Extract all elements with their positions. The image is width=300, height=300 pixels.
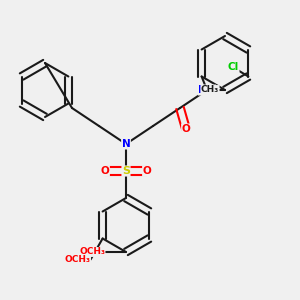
Text: O: O bbox=[142, 166, 152, 176]
Text: OCH₃: OCH₃ bbox=[64, 255, 91, 264]
Text: Cl: Cl bbox=[228, 62, 239, 73]
Text: CH₃: CH₃ bbox=[201, 85, 219, 94]
Text: NH: NH bbox=[198, 85, 216, 95]
Text: OCH₃: OCH₃ bbox=[79, 248, 105, 256]
Text: O: O bbox=[182, 124, 190, 134]
Text: S: S bbox=[122, 166, 130, 176]
Text: N: N bbox=[122, 139, 130, 149]
Text: O: O bbox=[100, 166, 109, 176]
